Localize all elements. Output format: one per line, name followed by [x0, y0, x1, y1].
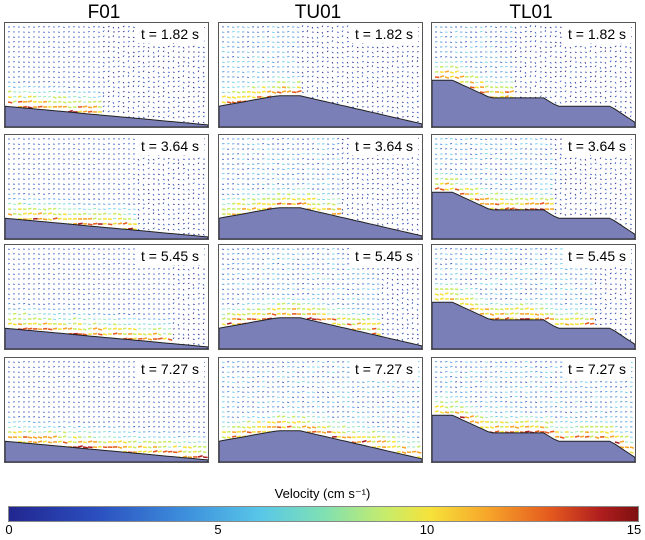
time-label: t = 5.45 s: [563, 247, 631, 265]
velocity-field: [432, 361, 635, 462]
bed-profile: [5, 217, 208, 239]
velocity-field: [5, 247, 208, 349]
bed-profile: [432, 79, 635, 127]
velocity-field: [219, 137, 422, 239]
bed-profile: [5, 327, 208, 349]
colorbar-tick-15: 15: [626, 522, 642, 537]
bed-profile: [219, 207, 422, 239]
velocity-panel-f01-3: t = 5.45 s: [4, 244, 209, 350]
velocity-panel-tl01-1: t = 1.82 s: [431, 22, 636, 128]
time-label: t = 7.27 s: [350, 360, 418, 378]
time-label: t = 1.82 s: [563, 25, 631, 43]
velocity-panel-tl01-2: t = 3.64 s: [431, 134, 636, 240]
time-label: t = 7.27 s: [563, 360, 631, 378]
velocity-field: [5, 25, 208, 127]
bed-profile: [5, 440, 208, 462]
time-label: t = 5.45 s: [136, 247, 204, 265]
velocity-panel-tu01-2: t = 3.64 s: [218, 134, 423, 240]
bed-profile: [219, 317, 422, 349]
colorbar-tick-5: 5: [214, 522, 222, 537]
colorbar-tick-0: 0: [5, 522, 13, 537]
time-label: t = 7.27 s: [136, 360, 204, 378]
velocity-field: [5, 361, 208, 462]
velocity-field: [432, 247, 635, 349]
velocity-field: [5, 137, 208, 239]
time-label: t = 5.45 s: [350, 247, 418, 265]
colorbar-tick-10: 10: [419, 522, 435, 537]
bed-profile: [219, 430, 422, 462]
bed-profile: [432, 191, 635, 239]
time-label: t = 3.64 s: [563, 137, 631, 155]
velocity-panel-tl01-4: t = 7.27 s: [431, 357, 636, 463]
velocity-panel-tu01-1: t = 1.82 s: [218, 22, 423, 128]
bed-profile: [432, 414, 635, 462]
time-label: t = 1.82 s: [350, 25, 418, 43]
velocity-field: [219, 360, 422, 462]
velocity-panel-f01-2: t = 3.64 s: [4, 134, 209, 240]
bed-profile: [5, 105, 208, 127]
bed-profile: [432, 301, 635, 349]
time-label: t = 1.82 s: [136, 25, 204, 43]
velocity-field: [219, 25, 422, 127]
column-title-tl01: TL01: [509, 2, 553, 23]
colorbar-title: Velocity (cm s⁻¹): [274, 486, 371, 501]
velocity-colorbar: [8, 506, 639, 522]
bed-profile: [219, 95, 422, 127]
velocity-panel-tl01-3: t = 5.45 s: [431, 244, 636, 350]
column-title-tu01: TU01: [294, 2, 342, 23]
time-label: t = 3.64 s: [136, 137, 204, 155]
velocity-panel-f01-1: t = 1.82 s: [4, 22, 209, 128]
velocity-panel-tu01-4: t = 7.27 s: [218, 357, 423, 463]
velocity-panel-tu01-3: t = 5.45 s: [218, 244, 423, 350]
velocity-field: [219, 247, 422, 349]
velocity-panel-f01-4: t = 7.27 s: [4, 357, 209, 463]
time-label: t = 3.64 s: [350, 137, 418, 155]
column-title-f01: F01: [87, 2, 121, 23]
